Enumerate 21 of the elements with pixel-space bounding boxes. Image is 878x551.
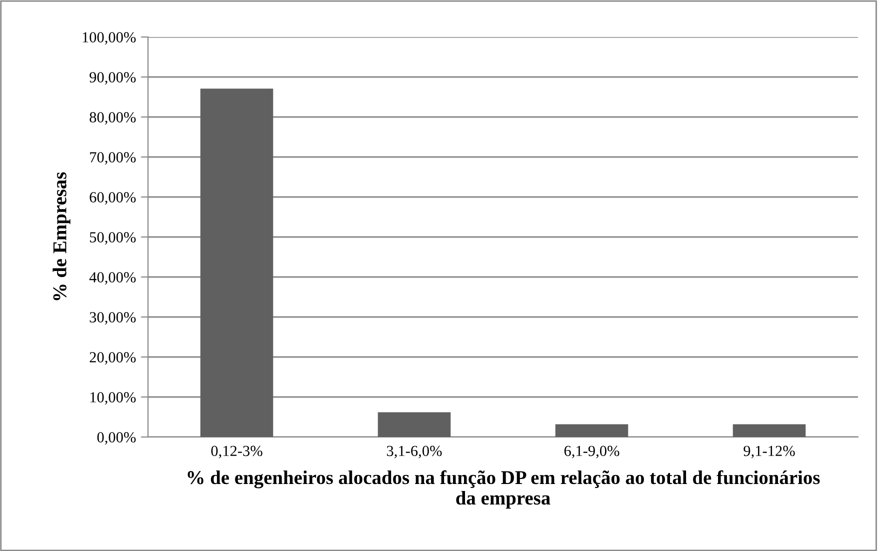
x-axis-title: % de engenheiros alocados na função DP em relação ao total de funcionários da empresa (188, 470, 820, 509)
y-tick-label: 50,00% (90, 232, 136, 245)
y-tick-label: 70,00% (90, 152, 136, 165)
bar (200, 88, 274, 437)
y-tick-label: 40,00% (89, 272, 136, 285)
y-tick-label: 10,00% (90, 392, 136, 405)
y-axis-title: % de Empresas (52, 172, 70, 300)
bar (378, 412, 451, 437)
bar (732, 424, 806, 437)
y-tick-label: 20,00% (90, 352, 136, 365)
y-tick-label: 0,00% (97, 432, 136, 445)
y-tick-label: 60,00% (90, 192, 136, 205)
x-tick-label: 3,1-6,0% (386, 446, 442, 458)
bar (555, 424, 628, 437)
y-tick-label: 100,00% (82, 32, 136, 45)
y-tick-label: 80,00% (90, 112, 136, 125)
y-tick-label: 90,00% (90, 72, 136, 85)
x-tick-label: 6,1-9,0% (564, 446, 620, 458)
x-tick-label: 9,1-12% (744, 446, 795, 458)
x-tick-label: 0,12-3% (211, 446, 262, 458)
y-tick-label: 30,00% (90, 312, 136, 325)
